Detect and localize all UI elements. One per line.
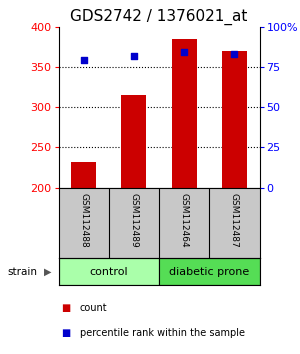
Point: [131, 53, 136, 58]
Point: [81, 58, 86, 63]
Bar: [172, 39, 197, 188]
Bar: [121, 95, 146, 188]
Point: [232, 51, 237, 57]
Bar: [159, 258, 260, 285]
Text: ■: ■: [61, 328, 71, 338]
Text: GSM112487: GSM112487: [230, 193, 239, 248]
Text: control: control: [89, 267, 128, 277]
Text: GSM112464: GSM112464: [180, 193, 189, 248]
Text: diabetic prone: diabetic prone: [169, 267, 249, 277]
Text: GSM112489: GSM112489: [129, 193, 138, 248]
Text: percentile rank within the sample: percentile rank within the sample: [80, 328, 244, 338]
Bar: [71, 162, 96, 188]
Title: GDS2742 / 1376021_at: GDS2742 / 1376021_at: [70, 9, 248, 25]
Text: strain: strain: [8, 267, 38, 277]
Text: ▶: ▶: [44, 267, 51, 277]
Bar: [222, 51, 247, 188]
Point: [182, 50, 187, 55]
Text: count: count: [80, 303, 107, 313]
Text: GSM112488: GSM112488: [79, 193, 88, 248]
Bar: [58, 258, 159, 285]
Text: ■: ■: [61, 303, 71, 313]
